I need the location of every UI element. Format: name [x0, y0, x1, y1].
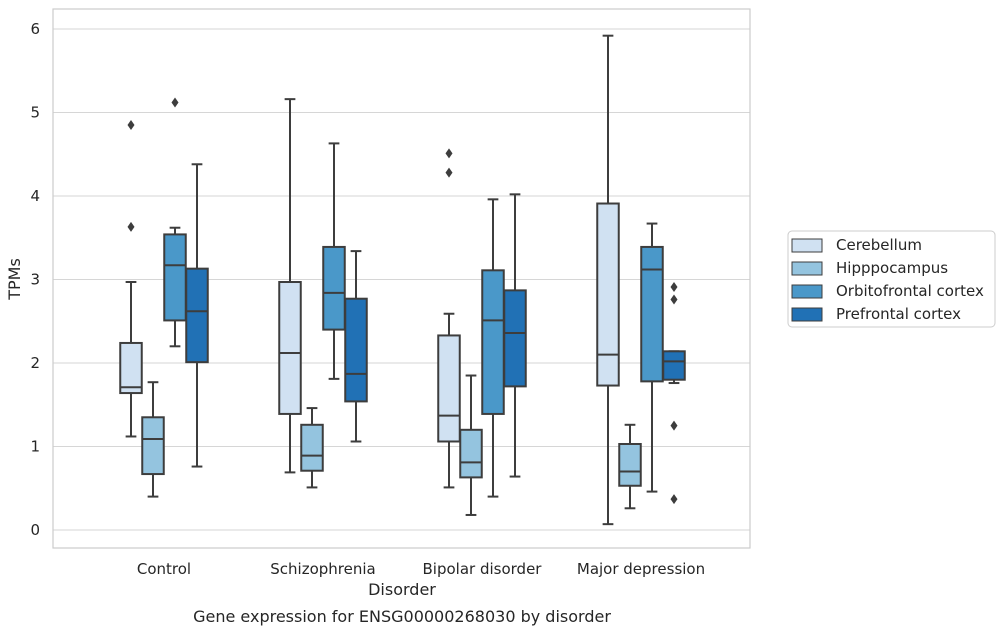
y-tick-label-6: 6	[30, 20, 40, 38]
box-cerebellum-0	[119, 120, 143, 438]
box-body	[141, 416, 165, 476]
box-orbitofrontal-cortex-1	[322, 142, 346, 380]
legend-swatch-orbitofrontal-cortex	[791, 284, 823, 299]
y-tick-label-1: 1	[30, 438, 40, 456]
legend-label-cerebellum: Cerebellum	[836, 236, 922, 254]
plot-frame	[52, 8, 751, 549]
box-orbitofrontal-cortex-2	[481, 198, 505, 498]
box-body	[503, 289, 527, 388]
box-body	[618, 442, 642, 487]
y-tick-label-0: 0	[30, 521, 40, 539]
y-axis-title: TPMs	[5, 258, 24, 301]
box-body	[459, 428, 483, 479]
box-body	[185, 267, 209, 364]
box-body	[119, 341, 143, 395]
box-body	[596, 202, 620, 387]
box-cerebellum-1	[278, 98, 302, 474]
outlier-point-0	[670, 494, 678, 505]
box-cerebellum-3	[596, 34, 620, 526]
legend-swatch-hipppocampus	[791, 261, 823, 276]
legend-label-hipppocampus: Hipppocampus	[836, 259, 948, 277]
box-prefrontal-cortex-2	[503, 193, 527, 478]
box-body	[481, 269, 505, 415]
box-body	[322, 245, 346, 331]
legend-swatch-cerebellum	[791, 238, 823, 253]
chart-caption: Gene expression for ENSG00000268030 by d…	[193, 607, 611, 626]
x-tick-label-schizophrenia: Schizophrenia	[270, 560, 375, 578]
box-cerebellum-2	[437, 148, 461, 489]
box-hipppocampus-1	[300, 407, 324, 489]
box-orbitofrontal-cortex-0	[163, 97, 187, 348]
y-tick-label-3: 3	[30, 271, 40, 289]
y-tick-label-5: 5	[30, 104, 40, 122]
legend-frame	[787, 230, 996, 328]
x-axis-title: Disorder	[368, 580, 436, 599]
box-prefrontal-cortex-3	[662, 282, 686, 505]
box-body	[163, 233, 187, 322]
outlier-point-0	[127, 221, 135, 232]
outlier-point-1	[445, 148, 453, 159]
box-body	[278, 281, 302, 415]
outlier-point-2	[670, 294, 678, 305]
y-tick-label-4: 4	[30, 187, 40, 205]
legend: Cerebellum Hipppocampus Orbitofrontal cort…	[787, 230, 996, 328]
legend-label-prefrontal-cortex: Prefrontal cortex	[836, 305, 961, 323]
box-prefrontal-cortex-0	[185, 163, 209, 468]
y-axis-ticks: 0 1 2 3 4 5 6	[30, 20, 40, 539]
box-body	[640, 245, 664, 383]
x-tick-label-control: Control	[137, 560, 191, 578]
box-series	[119, 34, 686, 526]
outlier-point-1	[670, 420, 678, 431]
box-orbitofrontal-cortex-3	[640, 222, 664, 493]
box-body	[437, 334, 461, 443]
box-hipppocampus-2	[459, 374, 483, 516]
x-axis-ticks: Control Schizophrenia Bipolar disorder Majo…	[137, 560, 705, 578]
box-body	[300, 423, 324, 472]
y-tick-label-2: 2	[30, 354, 40, 372]
box-hipppocampus-3	[618, 423, 642, 510]
outlier-point-0	[445, 167, 453, 178]
legend-swatch-prefrontal-cortex	[791, 307, 823, 322]
outlier-point-3	[670, 282, 678, 293]
box-body	[344, 297, 368, 403]
box-prefrontal-cortex-1	[344, 250, 368, 443]
box-hipppocampus-0	[141, 381, 165, 498]
x-tick-label-bipolar-disorder: Bipolar disorder	[423, 560, 543, 578]
box-body	[662, 350, 686, 381]
x-tick-label-major-depression: Major depression	[577, 560, 705, 578]
outlier-point-1	[127, 120, 135, 131]
legend-label-orbitofrontal-cortex: Orbitofrontal cortex	[836, 282, 984, 300]
outlier-point-0	[171, 97, 179, 108]
